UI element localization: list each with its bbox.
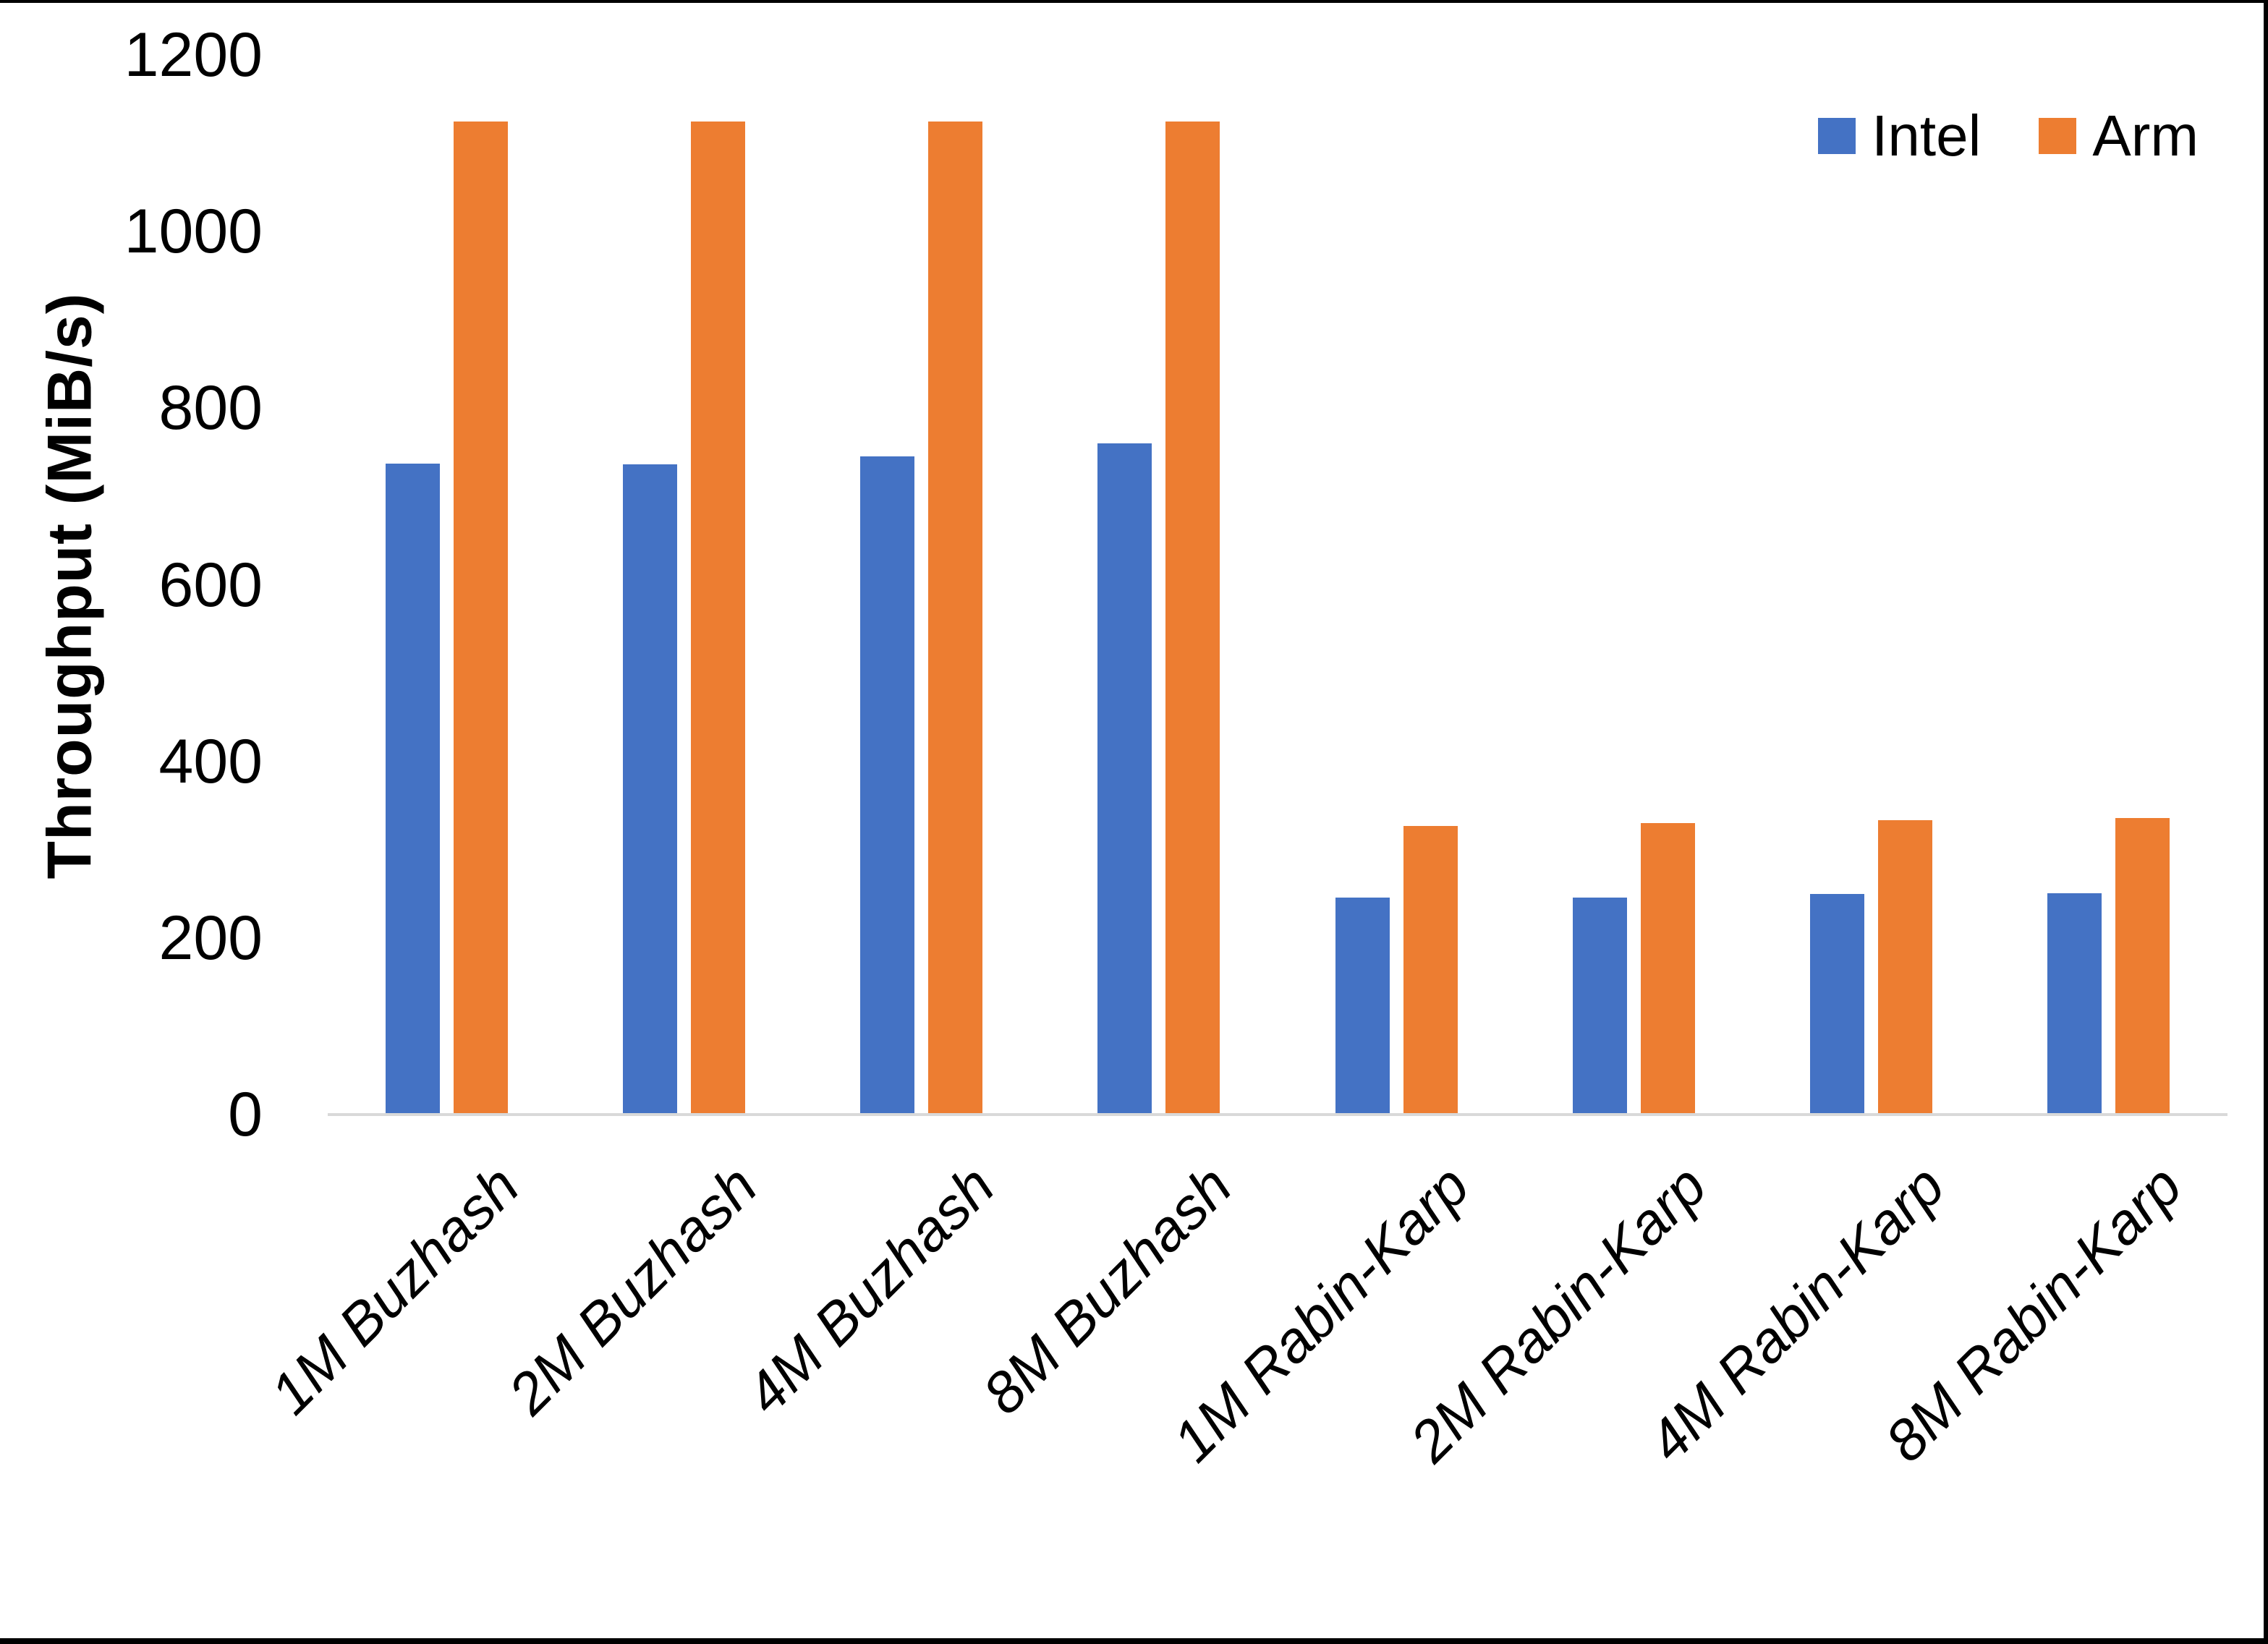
- bar-intel-4m-buzhash: [860, 456, 915, 1115]
- bar-group-2m-buzhash: [565, 55, 802, 1115]
- bar-arm-8m-rabin-karp: [2115, 817, 2170, 1115]
- legend-swatch-intel: [1818, 118, 1856, 154]
- legend-item-arm: Arm: [2039, 107, 2199, 165]
- bar-arm-2m-rabin-karp: [1640, 823, 1695, 1115]
- x-axis-label-1m-buzhash: 1M Buzhash: [258, 1153, 532, 1426]
- y-tick-label-600: 600: [158, 550, 263, 620]
- bar-group-8m-buzhash: [1040, 55, 1278, 1115]
- bar-intel-2m-buzhash: [622, 464, 677, 1115]
- y-tick-label-1000: 1000: [124, 197, 263, 267]
- plot-area: [328, 55, 2227, 1116]
- bar-intel-2m-rabin-karp: [1572, 897, 1627, 1115]
- bar-group-4m-buzhash: [803, 55, 1040, 1115]
- y-tick-label-200: 200: [158, 903, 263, 973]
- bar-group-2m-rabin-karp: [1515, 55, 1752, 1115]
- legend-label-intel: Intel: [1872, 103, 1982, 168]
- x-label-cell-4m-rabin-karp: 4M Rabin-Karp: [1636, 1128, 1990, 1533]
- bar-intel-8m-rabin-karp: [2047, 893, 2102, 1115]
- x-label-cell-8m-buzhash: 8M Buzhash: [971, 1128, 1278, 1533]
- bar-groups: [328, 55, 2227, 1115]
- legend-item-intel: Intel: [1818, 107, 1981, 165]
- x-label-cell-4m-buzhash: 4M Buzhash: [734, 1128, 1040, 1533]
- bar-intel-4m-rabin-karp: [1810, 893, 1865, 1115]
- bar-arm-4m-rabin-karp: [1878, 820, 1933, 1115]
- y-tick-label-0: 0: [228, 1080, 263, 1149]
- frame-border-bottom: [0, 1638, 2268, 1644]
- x-label-cell-2m-buzhash: 2M Buzhash: [496, 1128, 802, 1533]
- x-label-cell-2m-rabin-karp: 2M Rabin-Karp: [1398, 1128, 1752, 1533]
- bar-group-1m-buzhash: [328, 55, 565, 1115]
- x-label-cell-8m-rabin-karp: 8M Rabin-Karp: [1873, 1128, 2227, 1533]
- legend-label-arm: Arm: [2092, 103, 2199, 168]
- bar-arm-1m-rabin-karp: [1403, 825, 1458, 1115]
- x-axis-category-labels: 1M Buzhash 2M Buzhash 4M Buzhash 8M Buzhash…: [258, 1128, 2227, 1533]
- x-label-cell-1m-rabin-karp: 1M Rabin-Karp: [1160, 1128, 1515, 1533]
- x-axis-line: [328, 1113, 2227, 1116]
- bar-group-8m-rabin-karp: [1990, 55, 2227, 1115]
- y-tick-label-400: 400: [158, 726, 263, 796]
- bar-intel-1m-rabin-karp: [1335, 897, 1390, 1115]
- legend-swatch-arm: [2039, 118, 2077, 154]
- y-tick-label-1200: 1200: [124, 20, 263, 90]
- bar-intel-1m-buzhash: [385, 464, 440, 1115]
- bar-group-4m-rabin-karp: [1753, 55, 1990, 1115]
- y-axis-tick-labels: 0 200 400 600 800 1000 1200: [0, 24, 263, 1146]
- bar-arm-2m-buzhash: [690, 121, 745, 1115]
- bar-group-1m-rabin-karp: [1278, 55, 1515, 1115]
- y-tick-label-800: 800: [158, 373, 263, 443]
- frame-border-top: [0, 0, 2268, 3]
- x-label-cell-1m-buzhash: 1M Buzhash: [258, 1128, 565, 1533]
- bar-arm-4m-buzhash: [928, 121, 983, 1115]
- frame-border-right: [2264, 0, 2268, 1644]
- bar-arm-1m-buzhash: [453, 121, 508, 1115]
- bar-arm-8m-buzhash: [1165, 121, 1220, 1115]
- legend: Intel Arm: [1818, 107, 2199, 165]
- bar-intel-8m-buzhash: [1097, 443, 1152, 1115]
